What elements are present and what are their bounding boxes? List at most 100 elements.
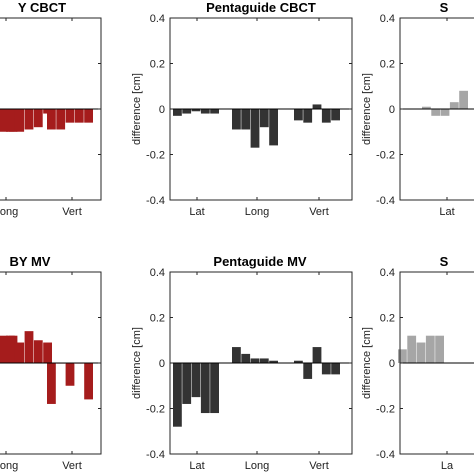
bar: [407, 335, 417, 363]
x-tick-label: Lat: [189, 206, 204, 218]
bar: [84, 363, 93, 400]
chart-title: Pentaguide CBCT: [206, 0, 316, 15]
bar: [47, 363, 56, 404]
bar: [173, 109, 182, 116]
bar: [33, 109, 43, 128]
x-tick-label: Long: [0, 460, 18, 472]
y-tick-label: 0.4: [380, 13, 395, 25]
bar: [303, 109, 313, 123]
bar: [312, 104, 322, 109]
bar: [259, 358, 269, 363]
bar: [294, 109, 303, 121]
y-tick-label: -0.2: [146, 404, 165, 416]
y-tick-label: -0.2: [376, 404, 395, 416]
bar: [24, 109, 34, 130]
bar: [269, 360, 278, 363]
bar: [200, 363, 210, 414]
bar: [321, 109, 331, 123]
x-tick-label: La: [441, 460, 454, 472]
bar: [440, 109, 450, 116]
y-tick-label: 0.2: [150, 59, 165, 71]
chart-panel-1: Long Vert Y CBCT: [0, 0, 102, 218]
y-axis-label: difference [cm]: [361, 73, 373, 145]
bar: [331, 363, 340, 375]
y-axis-label: difference [cm]: [131, 73, 143, 145]
y-tick-label: 0.4: [150, 13, 165, 25]
chart-title: Y CBCT: [18, 0, 66, 15]
y-tick-label: 0: [389, 358, 395, 370]
bar: [65, 109, 75, 123]
chart-title: BY MV: [10, 254, 51, 269]
bar: [0, 335, 9, 363]
y-tick-label: 0.2: [380, 313, 395, 325]
x-tick-label: Vert: [309, 206, 329, 218]
y-tick-label: 0: [389, 104, 395, 116]
y-tick-label: -0.2: [376, 150, 395, 162]
bar: [15, 109, 25, 132]
y-axis-label: difference [cm]: [361, 327, 373, 399]
bar: [191, 363, 201, 398]
bar: [43, 342, 52, 363]
bar: [431, 109, 441, 116]
chart-panel-2: 0.4 0.2 0 -0.2 -0.4 Lat Long Vert difference [cm…: [131, 0, 353, 218]
x-tick-label: Long: [245, 460, 269, 472]
bar: [0, 109, 9, 132]
chart-title: S: [440, 0, 449, 15]
y-tick-label: 0.4: [150, 267, 165, 279]
x-tick-label: Long: [0, 206, 18, 218]
bar: [15, 342, 25, 363]
chart-title: S: [440, 254, 449, 269]
bar: [56, 109, 66, 130]
x-tick-label: Lat: [189, 460, 204, 472]
bar: [6, 109, 15, 132]
bar: [210, 109, 219, 114]
bar: [47, 109, 56, 130]
bar: [459, 90, 468, 109]
y-tick-label: -0.4: [146, 195, 165, 207]
bar: [425, 335, 435, 363]
bar: [269, 109, 278, 146]
chart-panel-3: 0.4 0.2 0 -0.2 -0.4 Lat difference [cm] S: [361, 0, 474, 218]
bar: [435, 335, 444, 363]
bar: [303, 363, 313, 379]
bar: [321, 363, 331, 375]
y-tick-label: -0.4: [376, 195, 395, 207]
chart-title: Pentaguide MV: [213, 254, 307, 269]
bar: [84, 109, 93, 123]
bar: [182, 109, 192, 114]
y-tick-label: -0.4: [376, 449, 395, 461]
y-axis-label: difference [cm]: [131, 327, 143, 399]
bar: [331, 109, 340, 121]
y-tick-label: 0: [159, 358, 165, 370]
chart-panel-4: Long Vert BY MV: [0, 254, 102, 472]
bar: [250, 109, 260, 148]
x-tick-label: Vert: [62, 460, 82, 472]
bar: [24, 331, 34, 363]
y-tick-label: 0.2: [150, 313, 165, 325]
x-tick-label: Vert: [309, 460, 329, 472]
bar: [182, 363, 192, 404]
bar: [232, 109, 241, 130]
bar: [398, 349, 407, 363]
bar: [241, 353, 251, 363]
bar: [294, 360, 303, 363]
bar: [449, 102, 459, 109]
bar: [191, 109, 201, 112]
bar: [173, 363, 182, 427]
y-tick-label: -0.4: [146, 449, 165, 461]
x-tick-label: Lat: [439, 206, 454, 218]
y-tick-label: -0.2: [146, 150, 165, 162]
chart-panel-6: 0.4 0.2 0 -0.2 -0.4 La difference [cm] S: [361, 254, 474, 472]
bar: [241, 109, 251, 130]
bar: [6, 335, 15, 363]
bar: [200, 109, 210, 114]
bar: [416, 342, 426, 363]
y-tick-label: 0.2: [380, 59, 395, 71]
bar: [232, 347, 241, 363]
y-tick-label: 0.4: [380, 267, 395, 279]
bar: [65, 363, 75, 386]
y-tick-label: 0: [159, 104, 165, 116]
bar: [422, 106, 431, 109]
bar: [210, 363, 219, 414]
